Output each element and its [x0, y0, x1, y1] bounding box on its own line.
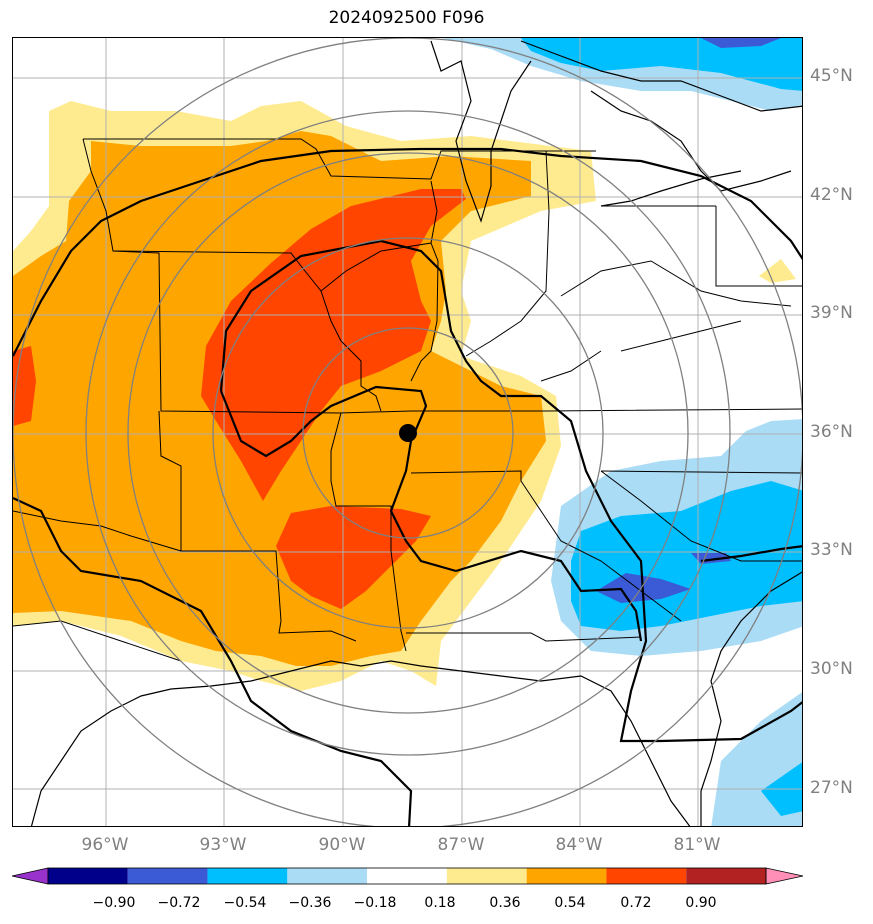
colorbar-extend-high	[765, 867, 804, 885]
colorbar-tick: 0.72	[620, 895, 652, 911]
lon-label-84w: 84°W	[555, 835, 603, 855]
lat-label-27n: 27°N	[810, 778, 853, 798]
colorbar-outline	[47, 867, 767, 885]
colorbar-segment	[526, 868, 607, 884]
center-point-marker	[399, 424, 417, 442]
lat-label-45n: 45°N	[810, 66, 853, 86]
colorbar-tick: −0.54	[223, 895, 267, 911]
map-panel	[12, 37, 803, 827]
lon-label-93w: 93°W	[199, 835, 247, 855]
lat-label-30n: 30°N	[810, 659, 853, 679]
coastline	[30, 40, 802, 826]
colorbar-segment	[446, 868, 527, 884]
lon-label-90w: 90°W	[318, 835, 366, 855]
lon-label-87w: 87°W	[437, 835, 485, 855]
lat-label-33n: 33°N	[810, 540, 853, 560]
colorbar	[11, 867, 804, 885]
colorbar-segment	[606, 868, 687, 884]
colorbar-segment	[48, 868, 128, 884]
lon-label-96w: 96°W	[81, 835, 129, 855]
map-canvas	[13, 38, 802, 826]
fill-neg-0-36-northeast	[521, 38, 802, 91]
range-rings	[13, 38, 802, 826]
lat-label-39n: 39°N	[810, 303, 853, 323]
colorbar-segment	[367, 868, 447, 884]
gridlines	[13, 38, 802, 826]
colorbar-tick: −0.72	[157, 895, 201, 911]
colorbar-segment	[287, 868, 368, 884]
colorbar-tick: 0.18	[424, 895, 456, 911]
lat-label-42n: 42°N	[810, 185, 853, 205]
colorbar-tick: −0.90	[92, 895, 136, 911]
colorbar-extend-low	[11, 867, 49, 885]
lon-label-81w: 81°W	[673, 835, 721, 855]
fill-neg-0-54-northeast	[701, 38, 781, 48]
fill-neg-0-54-southeast-2	[691, 553, 731, 564]
colorbar-tick: −0.18	[353, 895, 397, 911]
colorbar-tick: 0.54	[554, 895, 586, 911]
colorbar-segment	[127, 868, 208, 884]
colorbar-tick: −0.36	[288, 895, 332, 911]
colorbar-segment	[686, 868, 766, 884]
lat-label-36n: 36°N	[810, 422, 853, 442]
map-title: 2024092500 F096	[328, 8, 485, 28]
fill-0-18-ne	[759, 259, 796, 283]
bold-contours	[13, 147, 802, 826]
fill-0-54-to-0-72-south	[276, 506, 431, 609]
colorbar-tick: 0.90	[685, 895, 717, 911]
political-boundaries	[13, 138, 802, 662]
fill-0-54-to-0-72-north	[201, 189, 466, 501]
colorbar-segment	[207, 868, 288, 884]
colorbar-tick: 0.36	[489, 895, 521, 911]
